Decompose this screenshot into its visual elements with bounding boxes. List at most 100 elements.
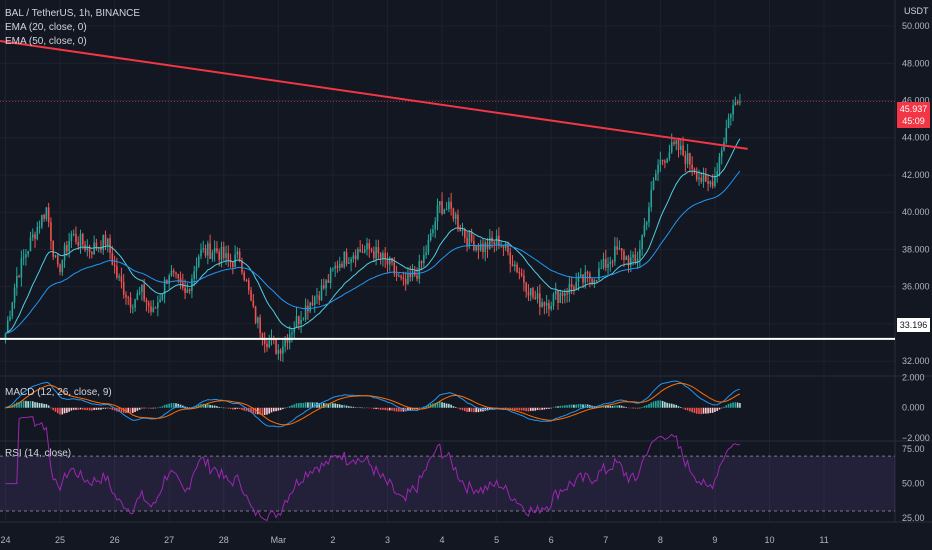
candle-body (236, 251, 239, 255)
macd-histogram-bar (673, 404, 675, 408)
macd-histogram-bar (491, 407, 493, 410)
macd-histogram-bar (466, 407, 468, 413)
macd-histogram-bar (311, 402, 314, 408)
candle-body (184, 287, 186, 293)
macd-histogram-bar (645, 405, 648, 408)
macd-histogram-bar (725, 405, 728, 408)
candle-body (136, 293, 139, 300)
macd-histogram-bar (229, 407, 232, 410)
macd-histogram-bar (577, 404, 580, 408)
macd-histogram-bar (564, 405, 566, 408)
candle-body (625, 256, 628, 260)
macd-histogram-bar (150, 407, 152, 409)
macd-histogram-bar (502, 407, 505, 409)
price-tick-label: 36.000 (902, 282, 930, 292)
candle-body (332, 268, 334, 270)
macd-histogram-bar (475, 407, 477, 413)
candle-body (682, 145, 684, 156)
macd-histogram-bar (66, 407, 68, 413)
macd-histogram-bar (561, 405, 564, 408)
macd-histogram-bar (350, 406, 352, 408)
candle-body (179, 278, 182, 283)
candle-body (550, 305, 552, 310)
candle-body (673, 142, 675, 145)
time-tick-label: 2 (330, 535, 335, 545)
candle-body (705, 174, 707, 182)
candle-body (68, 241, 70, 252)
candle-body (145, 299, 148, 303)
candle-body (718, 156, 721, 172)
macd-histogram-bar (473, 407, 475, 413)
candle-body (261, 333, 264, 341)
candle-body (689, 152, 691, 165)
candle-body (514, 264, 516, 267)
candle-body (527, 291, 530, 296)
candle-body (623, 251, 625, 260)
macd-histogram-bar (97, 407, 100, 410)
macd-histogram-bar (261, 407, 264, 416)
macd-histogram-bar (554, 406, 557, 408)
candle-body (104, 234, 107, 246)
candle-body (22, 257, 25, 259)
candle-body (575, 282, 577, 291)
candle-body (373, 251, 375, 259)
macd-histogram-bar (197, 404, 200, 408)
macd-histogram-bar (734, 402, 737, 408)
macd-histogram-bar (693, 407, 696, 413)
candle-body (232, 262, 234, 267)
macd-histogram-bar (147, 407, 150, 409)
macd-histogram-bar (91, 407, 93, 411)
candle-body (47, 207, 50, 223)
candle-body (282, 346, 284, 354)
macd-histogram-bar (532, 407, 534, 411)
macd-histogram-bar (327, 403, 330, 408)
candle-body (81, 233, 84, 245)
ema20-line (5, 138, 741, 334)
macd-histogram-bar (154, 407, 157, 409)
candle-body (532, 288, 534, 298)
candle-body (266, 343, 268, 348)
macd-histogram-bar (559, 405, 562, 408)
candle-body (118, 276, 120, 278)
candle-body (77, 242, 80, 246)
macd-histogram-bar (664, 401, 666, 408)
macd-histogram-bar (282, 407, 284, 410)
candle-body (116, 266, 118, 278)
macd-histogram-bar (529, 407, 532, 411)
candle-body (161, 294, 164, 300)
macd-histogram-bar (243, 407, 246, 411)
candle-body (36, 227, 39, 239)
macd-histogram-bar (627, 407, 630, 409)
time-tick-label: 6 (549, 535, 554, 545)
macd-histogram-bar (650, 402, 653, 408)
macd-histogram-bar (88, 407, 91, 411)
candle-body (593, 280, 596, 284)
macd-histogram-bar (452, 406, 455, 408)
macd-histogram-bar (275, 407, 277, 412)
macd-histogram-bar (61, 407, 64, 415)
candle-body (518, 271, 521, 274)
macd-histogram-bar (707, 407, 709, 414)
macd-histogram-bar (375, 407, 377, 409)
candle-body (63, 245, 66, 261)
candle-body (650, 189, 653, 208)
time-tick-label: 8 (658, 535, 663, 545)
candle-body (666, 158, 668, 163)
macd-line (5, 380, 741, 428)
candle-body (507, 243, 509, 253)
macd-signal-line (5, 382, 741, 426)
candle-body (168, 275, 170, 284)
candle-body (359, 249, 361, 252)
macd-histogram-bar (288, 406, 291, 408)
macd-histogram-bar (461, 407, 464, 411)
macd-histogram-bar (186, 407, 189, 408)
candle-body (432, 229, 434, 233)
candle-body (386, 258, 389, 265)
candle-body (216, 248, 218, 252)
macd-histogram-bar (393, 407, 396, 412)
candle-body (407, 273, 409, 284)
candle-body (664, 160, 666, 163)
macd-histogram-bar (81, 407, 84, 410)
